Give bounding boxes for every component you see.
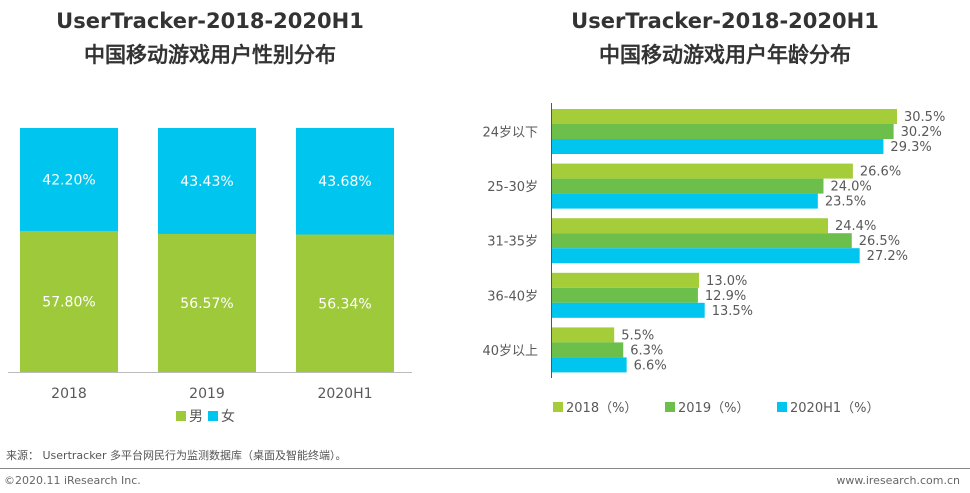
bar-female (158, 128, 256, 234)
bar (552, 272, 700, 288)
source-note: 来源： Usertracker 多平台网民行为监测数据库（桌面及智能终端）。 (6, 449, 347, 462)
subtitle: 中国移动游戏用户性别分布 (84, 43, 336, 67)
bar (552, 357, 627, 373)
data-label: 6.6% (634, 358, 667, 373)
legend-swatch (777, 402, 787, 412)
legend-label: 2019（%） (678, 401, 749, 416)
bar-male (20, 230, 118, 372)
data-label: 24.0% (830, 180, 871, 195)
bar (552, 342, 624, 358)
data-label: 30.5% (904, 110, 945, 125)
divider (0, 468, 970, 469)
bar-male (158, 233, 256, 372)
bar (552, 218, 828, 234)
x-tick-label: 2020H1 (317, 386, 372, 402)
data-label: 56.34% (318, 296, 371, 312)
bar (552, 287, 698, 303)
data-label: 57.80% (42, 294, 95, 310)
y-tick-label: 24岁以下 (482, 126, 538, 141)
data-label: 23.5% (825, 195, 866, 210)
bar (552, 327, 615, 343)
legend-swatch (665, 402, 675, 412)
bar (552, 233, 852, 249)
bar (552, 302, 705, 318)
y-tick-label: 25-30岁 (487, 180, 538, 195)
x-tick-label: 2018 (51, 386, 87, 402)
title: UserTracker-2018-2020H1 (571, 9, 879, 33)
y-tick-label: 31-35岁 (487, 235, 538, 250)
legend-label: 2018（%） (566, 401, 637, 416)
copyright: ©2020.11 iResearch Inc. (4, 474, 141, 487)
age-chart-title: UserTracker-2018-2020H1 中国移动游戏用户年龄分布 (490, 4, 960, 72)
data-label: 26.5% (859, 234, 900, 249)
legend-swatch (553, 402, 563, 412)
y-tick-label: 40岁以上 (482, 344, 538, 359)
legend-swatch (208, 411, 218, 421)
data-label: 26.6% (860, 165, 901, 180)
bar-female (20, 128, 118, 231)
legend-label: 男 (189, 409, 203, 425)
data-label: 13.5% (712, 304, 753, 319)
data-label: 5.5% (621, 328, 654, 343)
bar (552, 193, 818, 209)
bar (552, 139, 884, 154)
data-label: 43.43% (180, 174, 233, 190)
data-label: 27.2% (867, 249, 908, 264)
data-label: 6.3% (630, 343, 663, 358)
legend-label: 2020H1（%） (790, 401, 879, 416)
data-label: 12.9% (705, 289, 746, 304)
title: UserTracker-2018-2020H1 (56, 9, 364, 33)
data-label: 30.2% (901, 125, 942, 140)
bar (552, 163, 853, 179)
website: www.iresearch.com.cn (836, 474, 960, 487)
data-label: 42.20% (42, 172, 95, 188)
bar (552, 248, 860, 264)
legend-swatch (176, 411, 186, 421)
bar (552, 178, 824, 194)
x-tick-label: 2019 (189, 386, 225, 402)
gender-chart-title: UserTracker-2018-2020H1 中国移动游戏用户性别分布 (0, 4, 420, 72)
data-label: 29.3% (890, 140, 931, 155)
data-label: 56.57% (180, 296, 233, 312)
data-label: 43.68% (318, 174, 371, 190)
data-label: 24.4% (835, 219, 876, 234)
data-label: 13.0% (706, 274, 747, 289)
subtitle: 中国移动游戏用户年龄分布 (599, 43, 851, 67)
bar (552, 124, 894, 139)
bar-female (296, 127, 394, 235)
y-tick-label: 36-40岁 (487, 289, 538, 304)
bar (552, 109, 897, 124)
legend-label: 女 (221, 408, 235, 425)
bar-male (296, 234, 394, 372)
charts: 57.80% 42.20% 2018 56.57% 43.43% 2019 56.34% 43… (8, 103, 945, 425)
